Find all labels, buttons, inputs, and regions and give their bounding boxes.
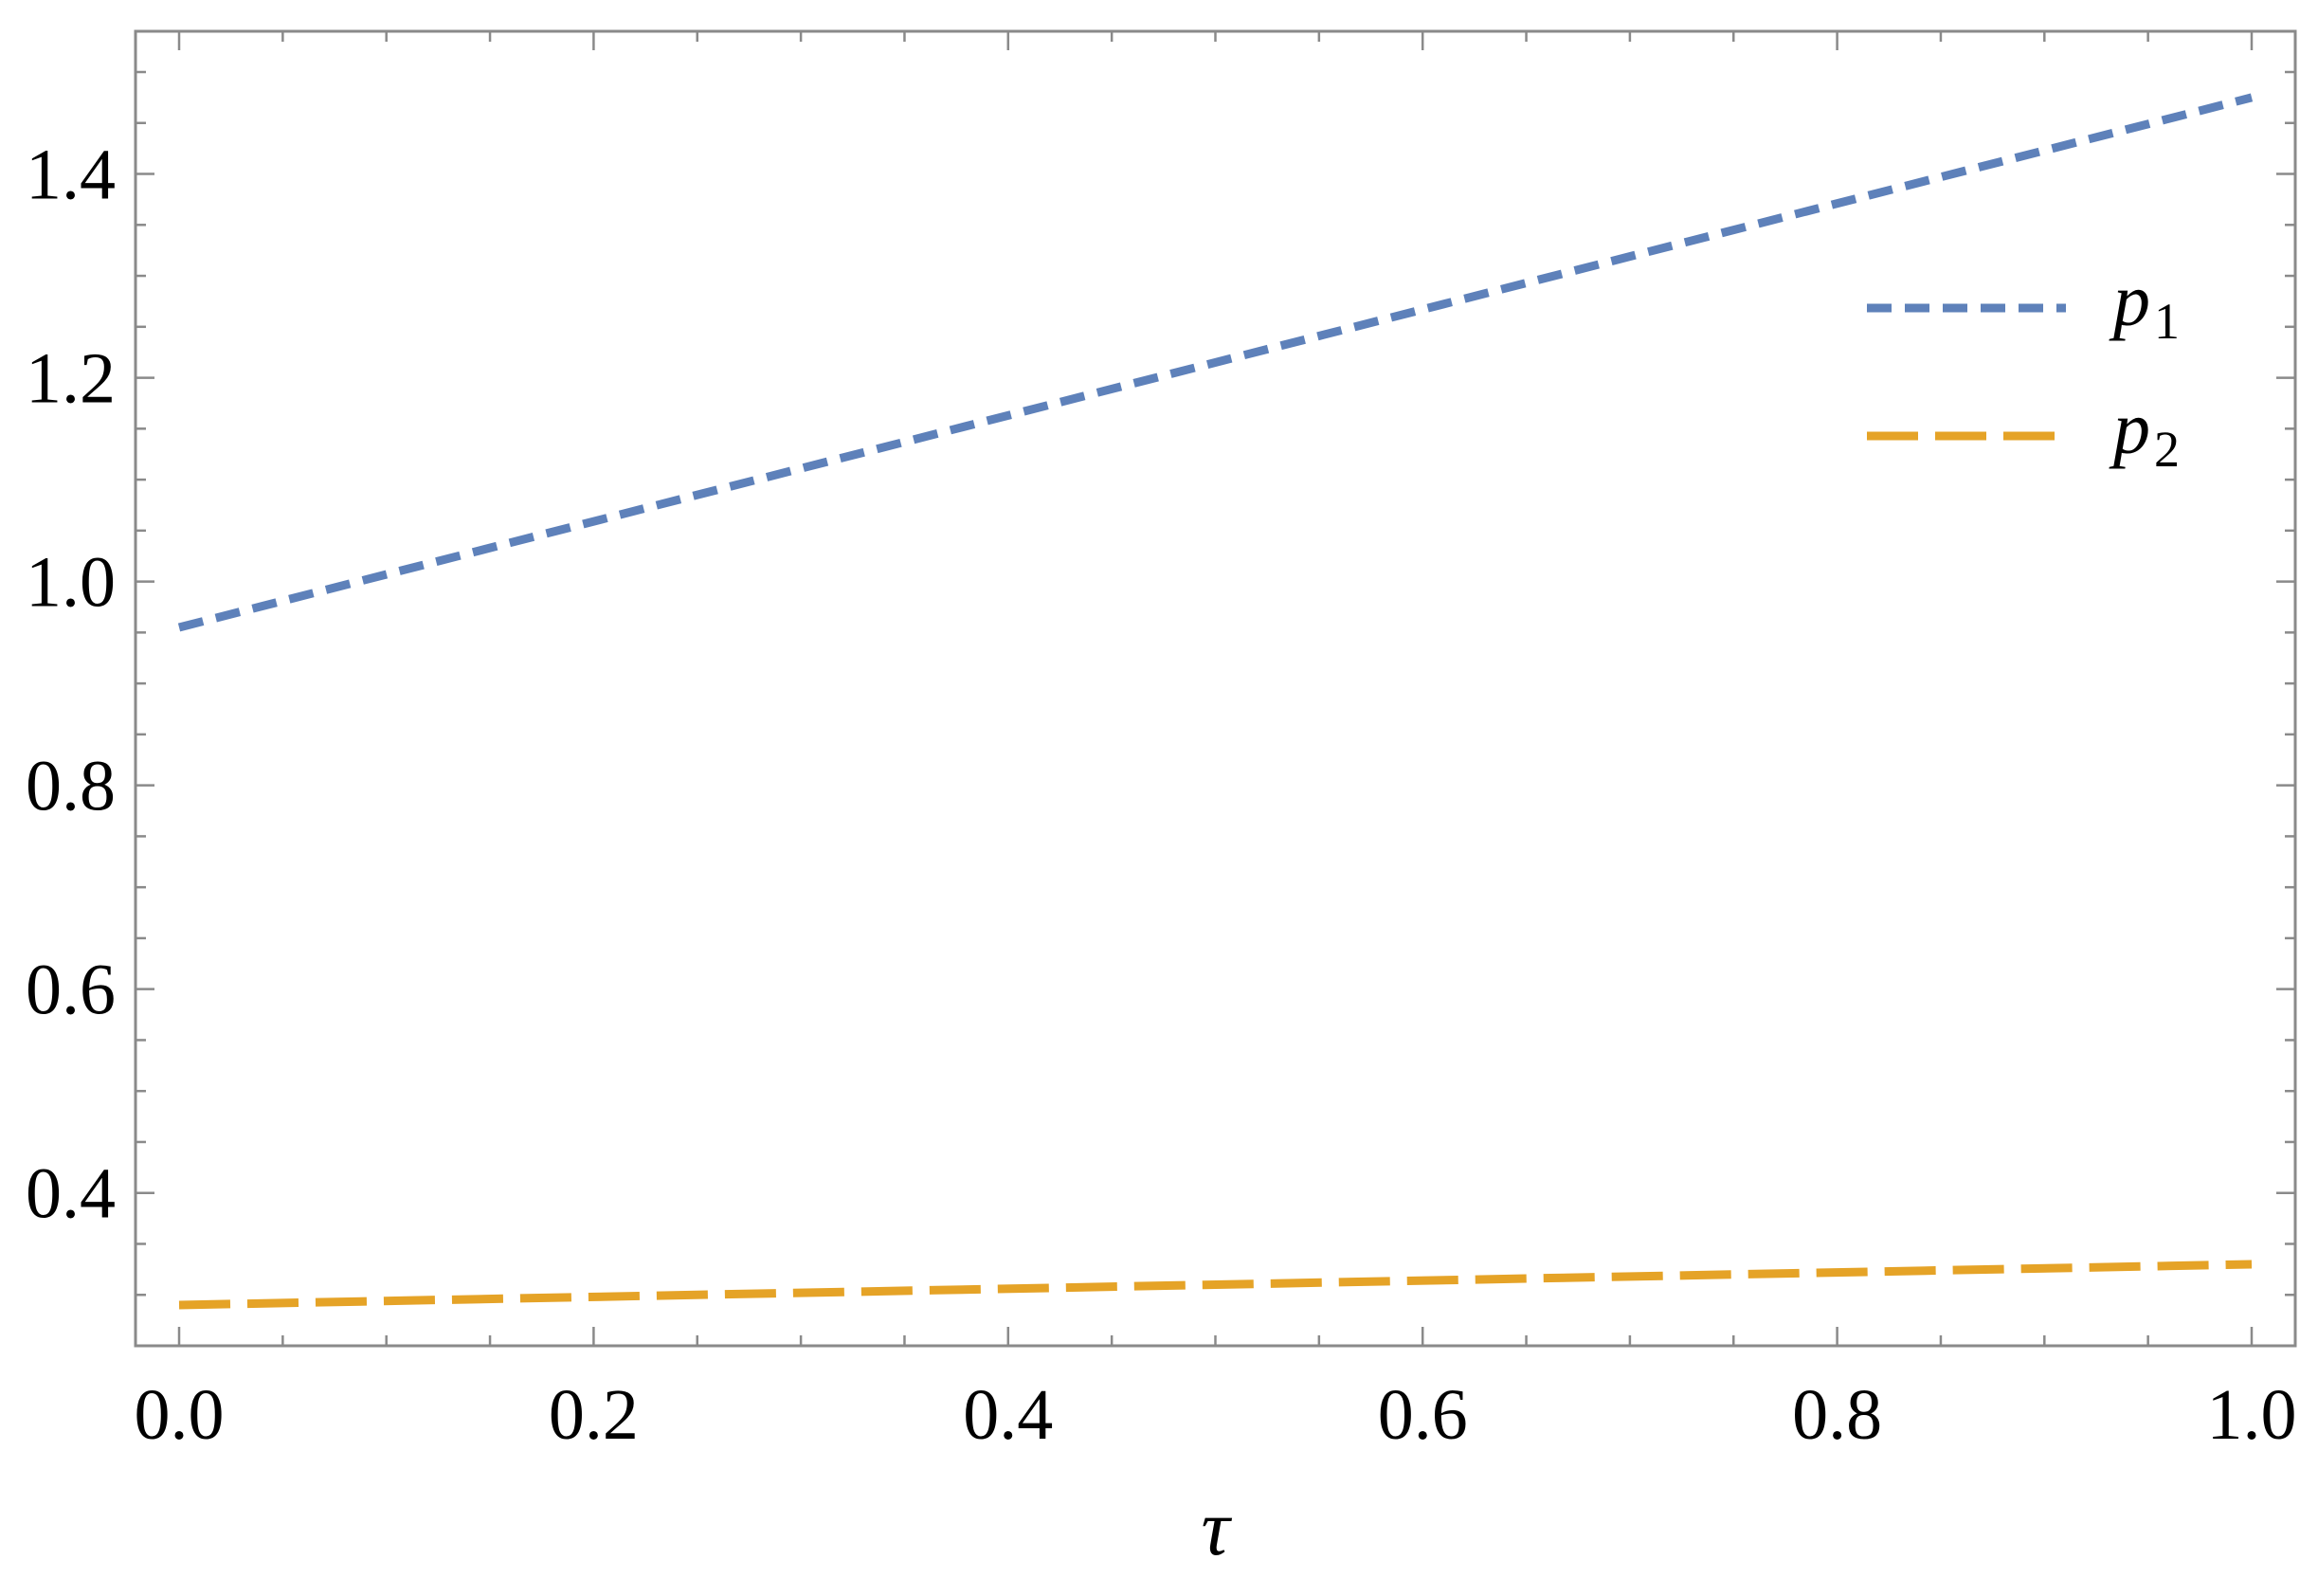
y-tick-label: 0.8 bbox=[26, 747, 116, 826]
y-tick-label: 1.2 bbox=[26, 339, 116, 419]
legend-label-subscript: 1 bbox=[2154, 293, 2180, 350]
axis-labels: 0.0 0.2 0.4 0.6 0.8 1.0 0.4 0.6 0.8 1.0 1.2 1.4 τ bbox=[26, 136, 2297, 1572]
x-tick-label: 0.0 bbox=[135, 1375, 225, 1455]
x-axis-title: τ bbox=[1201, 1484, 1232, 1572]
x-tick-label: 1.0 bbox=[2207, 1375, 2297, 1455]
series-lines bbox=[177, 93, 2254, 1310]
y-tick-label: 0.6 bbox=[26, 951, 116, 1030]
y-tick-label: 0.4 bbox=[26, 1154, 116, 1234]
legend-label-base: p bbox=[2109, 259, 2150, 341]
x-tick-label: 0.6 bbox=[1378, 1375, 1468, 1455]
legend-label-subscript: 2 bbox=[2154, 421, 2180, 478]
y-tick-label: 1.0 bbox=[26, 543, 116, 623]
x-tick-label: 0.4 bbox=[963, 1375, 1053, 1455]
x-tick-label: 0.8 bbox=[1792, 1375, 1882, 1455]
series-line-p1 bbox=[177, 93, 2254, 632]
x-tick-label: 0.2 bbox=[549, 1375, 639, 1455]
legend-label-base: p bbox=[2109, 387, 2150, 469]
axis-ticks bbox=[136, 31, 2295, 1348]
legend-label-p2: p2 bbox=[2109, 387, 2180, 478]
plot-frame bbox=[134, 29, 2297, 1348]
plot-frame-rect bbox=[134, 29, 2297, 1348]
legend-label-p1: p1 bbox=[2109, 259, 2180, 350]
series-line-p2 bbox=[178, 1260, 2253, 1310]
y-tick-label: 1.4 bbox=[26, 136, 116, 215]
